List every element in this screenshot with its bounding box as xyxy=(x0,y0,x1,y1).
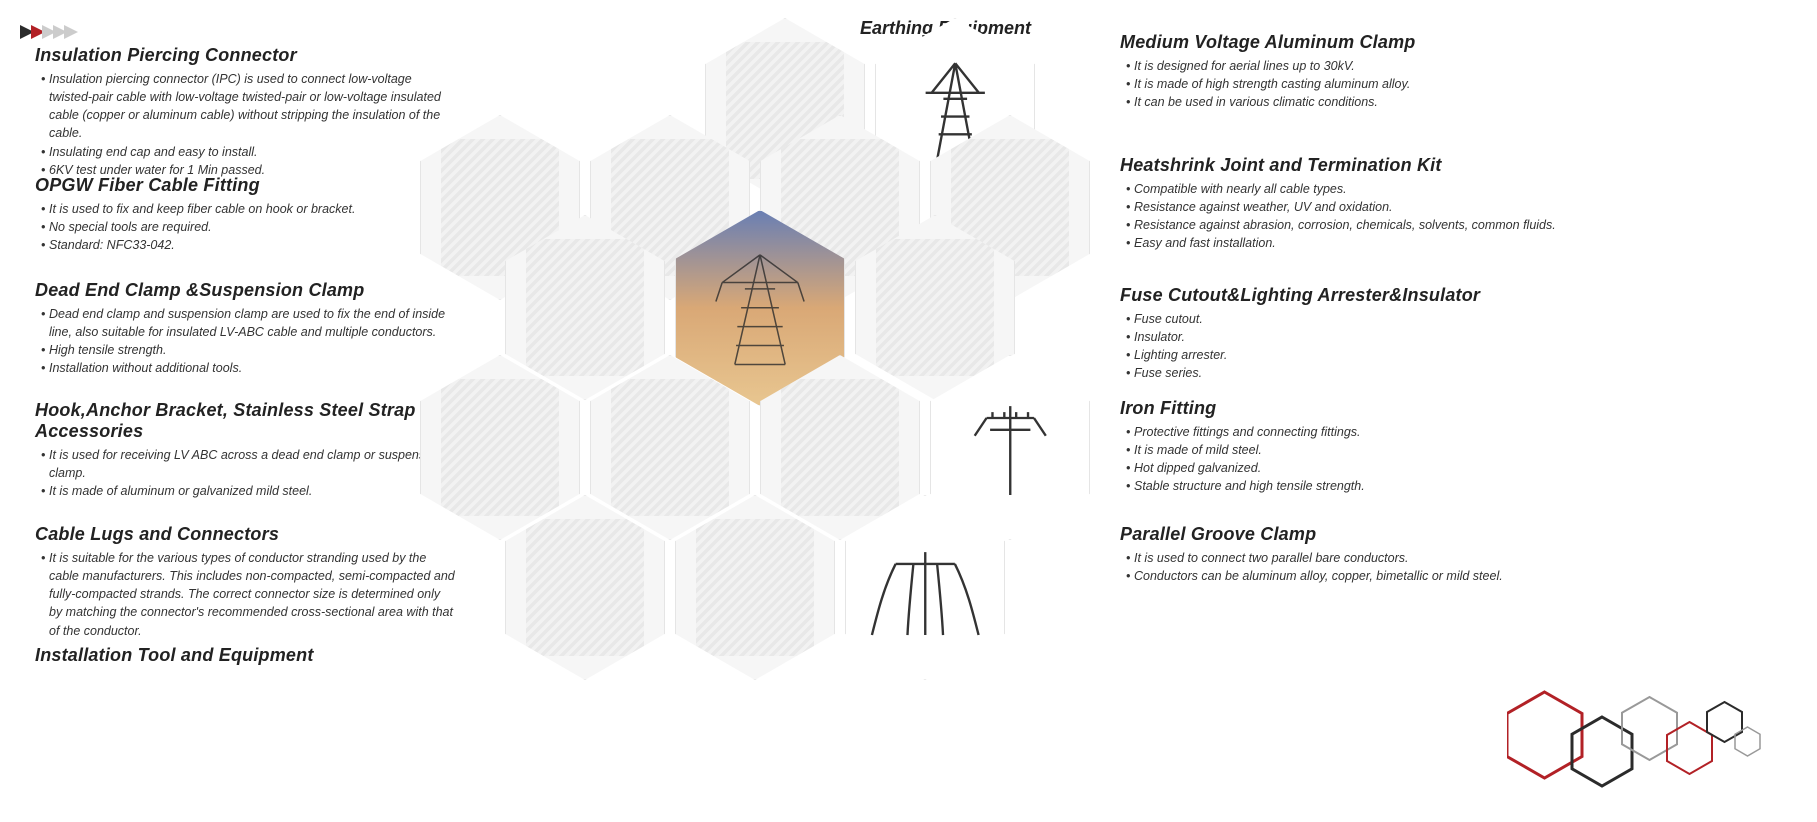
bullet-item: Conductors can be aluminum alloy, copper… xyxy=(1126,567,1580,585)
section-title: OPGW Fiber Cable Fitting xyxy=(35,175,455,196)
product-image-placeholder xyxy=(876,239,995,376)
bullet-item: Standard: NFC33-042. xyxy=(41,236,455,254)
section-bullets: Dead end clamp and suspension clamp are … xyxy=(35,305,455,378)
section-title: Parallel Groove Clamp xyxy=(1120,524,1580,545)
bullet-item: Installation without additional tools. xyxy=(41,359,455,377)
bullet-item: Dead end clamp and suspension clamp are … xyxy=(41,305,455,341)
bullet-item: It is used to connect two parallel bare … xyxy=(1126,549,1580,567)
bullet-item: Compatible with nearly all cable types. xyxy=(1126,180,1580,198)
bullet-item: It is made of mild steel. xyxy=(1126,441,1580,459)
section-title: Dead End Clamp &Suspension Clamp xyxy=(35,280,455,301)
bullet-item: No special tools are required. xyxy=(41,218,455,236)
bullet-item: It is designed for aerial lines up to 30… xyxy=(1126,57,1580,75)
bullet-item: It is made of aluminum or galvanized mil… xyxy=(41,482,455,500)
section-bullets: It is used to fix and keep fiber cable o… xyxy=(35,200,455,254)
section-fuse-cutout-lighting-arrester-insulator: Fuse Cutout&Lighting Arrester&Insulator F… xyxy=(1120,285,1580,383)
section-title: Hook,Anchor Bracket, Stainless Steel Str… xyxy=(35,400,455,442)
product-image-placeholder xyxy=(696,519,815,656)
section-iron-fitting: Iron Fitting Protective fittings and conn… xyxy=(1120,398,1580,496)
section-title: Fuse Cutout&Lighting Arrester&Insulator xyxy=(1120,285,1580,306)
section-title: Installation Tool and Equipment xyxy=(35,645,455,666)
section-bullets: Fuse cutout.Insulator.Lighting arrester.… xyxy=(1120,310,1580,383)
section-opgw-fiber-cable-fitting: OPGW Fiber Cable Fitting It is used to fi… xyxy=(35,175,455,254)
section-medium-voltage-aluminum-clamp: Medium Voltage Aluminum Clamp It is desig… xyxy=(1120,32,1580,111)
section-title: Cable Lugs and Connectors xyxy=(35,524,455,545)
bullet-item: It can be used in various climatic condi… xyxy=(1126,93,1580,111)
bullet-item: Easy and fast installation. xyxy=(1126,234,1580,252)
section-insulation-piercing-connector: Insulation Piercing Connector Insulation … xyxy=(35,45,455,179)
bullet-item: Resistance against weather, UV and oxida… xyxy=(1126,198,1580,216)
bullet-item: Fuse cutout. xyxy=(1126,310,1580,328)
bullet-item: Hot dipped galvanized. xyxy=(1126,459,1580,477)
bullet-item: It is suitable for the various types of … xyxy=(41,549,455,640)
section-cable-lugs-and-connectors: Cable Lugs and Connectors It is suitable … xyxy=(35,524,455,640)
section-bullets: It is used to connect two parallel bare … xyxy=(1120,549,1580,585)
section-title: Insulation Piercing Connector xyxy=(35,45,455,66)
header-arrow-decoration xyxy=(20,25,75,39)
product-image-placeholder xyxy=(526,239,645,376)
section-dead-end-clamp-suspension-clamp: Dead End Clamp &Suspension Clamp Dead end… xyxy=(35,280,455,378)
product-image-placeholder xyxy=(526,519,645,656)
product-image-placeholder xyxy=(611,379,730,516)
bullet-item: It is used to fix and keep fiber cable o… xyxy=(41,200,455,218)
bullet-item: It is made of high strength casting alum… xyxy=(1126,75,1580,93)
bullet-item: Insulation piercing connector (IPC) is u… xyxy=(41,70,455,143)
section-bullets: Insulation piercing connector (IPC) is u… xyxy=(35,70,455,179)
bullet-item: Resistance against abrasion, corrosion, … xyxy=(1126,216,1580,234)
bullet-item: Protective fittings and connecting fitti… xyxy=(1126,423,1580,441)
product-image-placeholder xyxy=(781,379,900,516)
section-title: Iron Fitting xyxy=(1120,398,1580,419)
section-parallel-groove-clamp: Parallel Groove Clamp It is used to conne… xyxy=(1120,524,1580,585)
section-bullets: It is suitable for the various types of … xyxy=(35,549,455,640)
bullet-item: Lighting arrester. xyxy=(1126,346,1580,364)
section-heatshrink-joint-and-termination-kit: Heatshrink Joint and Termination Kit Comp… xyxy=(1120,155,1580,253)
section-installation-tool-and-equipment: Installation Tool and Equipment xyxy=(35,645,455,670)
section-bullets: It is designed for aerial lines up to 30… xyxy=(1120,57,1580,111)
deco-hex-svg xyxy=(1507,682,1767,802)
section-hook-anchor-bracket-stainless-steel-stra: Hook,Anchor Bracket, Stainless Steel Str… xyxy=(35,400,455,500)
section-title: Medium Voltage Aluminum Clamp xyxy=(1120,32,1580,53)
bullet-item: Insulating end cap and easy to install. xyxy=(41,143,455,161)
bullet-item: Fuse series. xyxy=(1126,364,1580,382)
section-bullets: It is used for receiving LV ABC across a… xyxy=(35,446,455,500)
product-image-placeholder xyxy=(441,379,560,516)
section-bullets: Compatible with nearly all cable types.R… xyxy=(1120,180,1580,253)
bullet-item: Insulator. xyxy=(1126,328,1580,346)
section-bullets: Protective fittings and connecting fitti… xyxy=(1120,423,1580,496)
arrow-chip xyxy=(64,25,78,39)
decorative-hex-cluster xyxy=(1507,682,1767,802)
bullet-item: Stable structure and high tensile streng… xyxy=(1126,477,1580,495)
section-title: Heatshrink Joint and Termination Kit xyxy=(1120,155,1580,176)
bullet-item: High tensile strength. xyxy=(41,341,455,359)
bullet-item: It is used for receiving LV ABC across a… xyxy=(41,446,455,482)
